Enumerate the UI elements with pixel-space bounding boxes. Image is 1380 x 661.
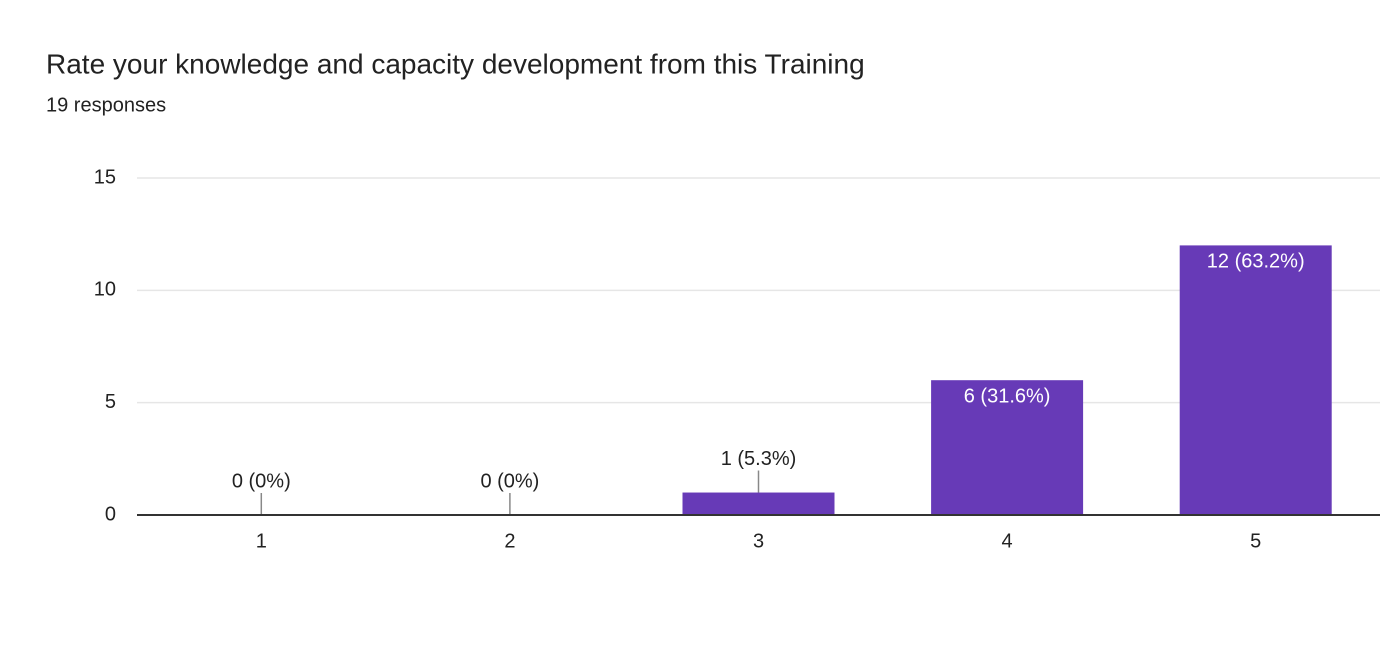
data-label: 0 (0%) <box>480 470 539 492</box>
bar <box>1179 245 1332 515</box>
chart-subtitle: 19 responses <box>46 94 166 116</box>
data-label: 6 (31.6%) <box>964 385 1051 407</box>
x-tick-label: 5 <box>1250 530 1261 552</box>
chart-title: Rate your knowledge and capacity develop… <box>46 48 865 79</box>
x-tick-label: 2 <box>504 530 515 552</box>
x-tick-label: 4 <box>1002 530 1013 552</box>
bar <box>682 492 835 515</box>
y-tick-label: 5 <box>105 391 116 413</box>
x-tick-label: 3 <box>753 530 764 552</box>
x-tick-label: 1 <box>256 530 267 552</box>
y-tick-label: 15 <box>94 166 116 188</box>
y-tick-label: 0 <box>105 503 116 525</box>
y-tick-label: 10 <box>94 279 116 301</box>
data-label: 12 (63.2%) <box>1207 251 1305 273</box>
bar <box>931 380 1084 515</box>
data-label: 0 (0%) <box>232 470 291 492</box>
data-label: 1 (5.3%) <box>721 448 797 470</box>
